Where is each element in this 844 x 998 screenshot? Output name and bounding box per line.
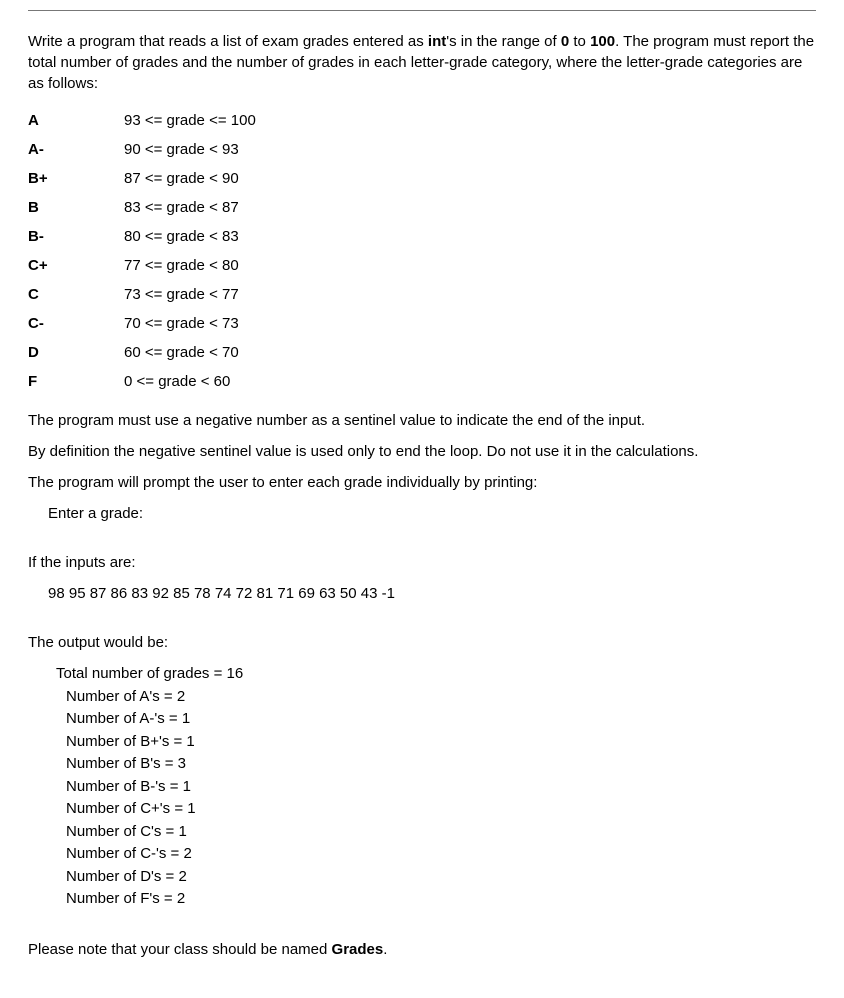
grade-letter: B+ bbox=[28, 170, 124, 187]
intro-text-1: Write a program that reads a list of exa… bbox=[28, 33, 428, 50]
grade-range: 93 <= grade <= 100 bbox=[124, 112, 816, 129]
output-line: Number of B-'s = 1 bbox=[56, 776, 816, 799]
output-line: Number of A's = 2 bbox=[56, 686, 816, 709]
grade-row: B 83 <= grade < 87 bbox=[28, 195, 816, 224]
grade-letter: C+ bbox=[28, 257, 124, 274]
footer-text-2: . bbox=[383, 941, 387, 958]
definition-paragraph: By definition the negative sentinel valu… bbox=[28, 441, 816, 462]
output-line: Number of D's = 2 bbox=[56, 866, 816, 889]
grade-range: 90 <= grade < 93 bbox=[124, 141, 816, 158]
grade-range: 77 <= grade < 80 bbox=[124, 257, 816, 274]
document-page: Write a program that reads a list of exa… bbox=[0, 10, 844, 998]
output-line: Number of C's = 1 bbox=[56, 821, 816, 844]
grade-range: 0 <= grade < 60 bbox=[124, 373, 816, 390]
output-label: The output would be: bbox=[28, 632, 816, 653]
intro-bold-int: int bbox=[428, 33, 446, 50]
grade-letter: C- bbox=[28, 315, 124, 332]
output-line: Total number of grades = 16 bbox=[56, 663, 816, 686]
grade-range: 83 <= grade < 87 bbox=[124, 199, 816, 216]
output-line: Number of B's = 3 bbox=[56, 753, 816, 776]
grade-range: 73 <= grade < 77 bbox=[124, 286, 816, 303]
output-block: Total number of grades = 16 Number of A'… bbox=[28, 663, 816, 911]
intro-paragraph: Write a program that reads a list of exa… bbox=[28, 31, 816, 94]
grade-row: B+ 87 <= grade < 90 bbox=[28, 166, 816, 195]
grade-row: C- 70 <= grade < 73 bbox=[28, 311, 816, 340]
grade-row: C+ 77 <= grade < 80 bbox=[28, 253, 816, 282]
prompt-paragraph: The program will prompt the user to ente… bbox=[28, 472, 816, 493]
grade-range: 60 <= grade < 70 bbox=[124, 344, 816, 361]
divider bbox=[28, 10, 816, 11]
grade-range: 80 <= grade < 83 bbox=[124, 228, 816, 245]
grade-table: A 93 <= grade <= 100 A- 90 <= grade < 93… bbox=[28, 108, 816, 398]
output-line: Number of B+'s = 1 bbox=[56, 731, 816, 754]
grade-row: B- 80 <= grade < 83 bbox=[28, 224, 816, 253]
footer-text-1: Please note that your class should be na… bbox=[28, 941, 332, 958]
intro-text-2: 's in the range of bbox=[446, 33, 561, 50]
footer-bold-classname: Grades bbox=[332, 941, 384, 958]
grade-letter: A- bbox=[28, 141, 124, 158]
intro-bold-0: 0 bbox=[561, 33, 569, 50]
intro-text-3: to bbox=[569, 33, 590, 50]
output-line: Number of C+'s = 1 bbox=[56, 798, 816, 821]
grade-row: A- 90 <= grade < 93 bbox=[28, 137, 816, 166]
output-line: Number of A-'s = 1 bbox=[56, 708, 816, 731]
grade-letter: B- bbox=[28, 228, 124, 245]
grade-letter: F bbox=[28, 373, 124, 390]
grade-letter: D bbox=[28, 344, 124, 361]
grade-row: A 93 <= grade <= 100 bbox=[28, 108, 816, 137]
grade-row: D 60 <= grade < 70 bbox=[28, 340, 816, 369]
output-line: Number of C-'s = 2 bbox=[56, 843, 816, 866]
inputs-values: 98 95 87 86 83 92 85 78 74 72 81 71 69 6… bbox=[28, 583, 816, 604]
grade-range: 87 <= grade < 90 bbox=[124, 170, 816, 187]
grade-letter: C bbox=[28, 286, 124, 303]
grade-letter: A bbox=[28, 112, 124, 129]
grade-row: C 73 <= grade < 77 bbox=[28, 282, 816, 311]
grade-letter: B bbox=[28, 199, 124, 216]
grade-range: 70 <= grade < 73 bbox=[124, 315, 816, 332]
intro-bold-100: 100 bbox=[590, 33, 615, 50]
grade-row: F 0 <= grade < 60 bbox=[28, 369, 816, 398]
enter-grade-text: Enter a grade: bbox=[28, 503, 816, 524]
inputs-label: If the inputs are: bbox=[28, 552, 816, 573]
output-line: Number of F's = 2 bbox=[56, 888, 816, 911]
sentinel-paragraph: The program must use a negative number a… bbox=[28, 410, 816, 431]
footer-paragraph: Please note that your class should be na… bbox=[28, 939, 816, 960]
